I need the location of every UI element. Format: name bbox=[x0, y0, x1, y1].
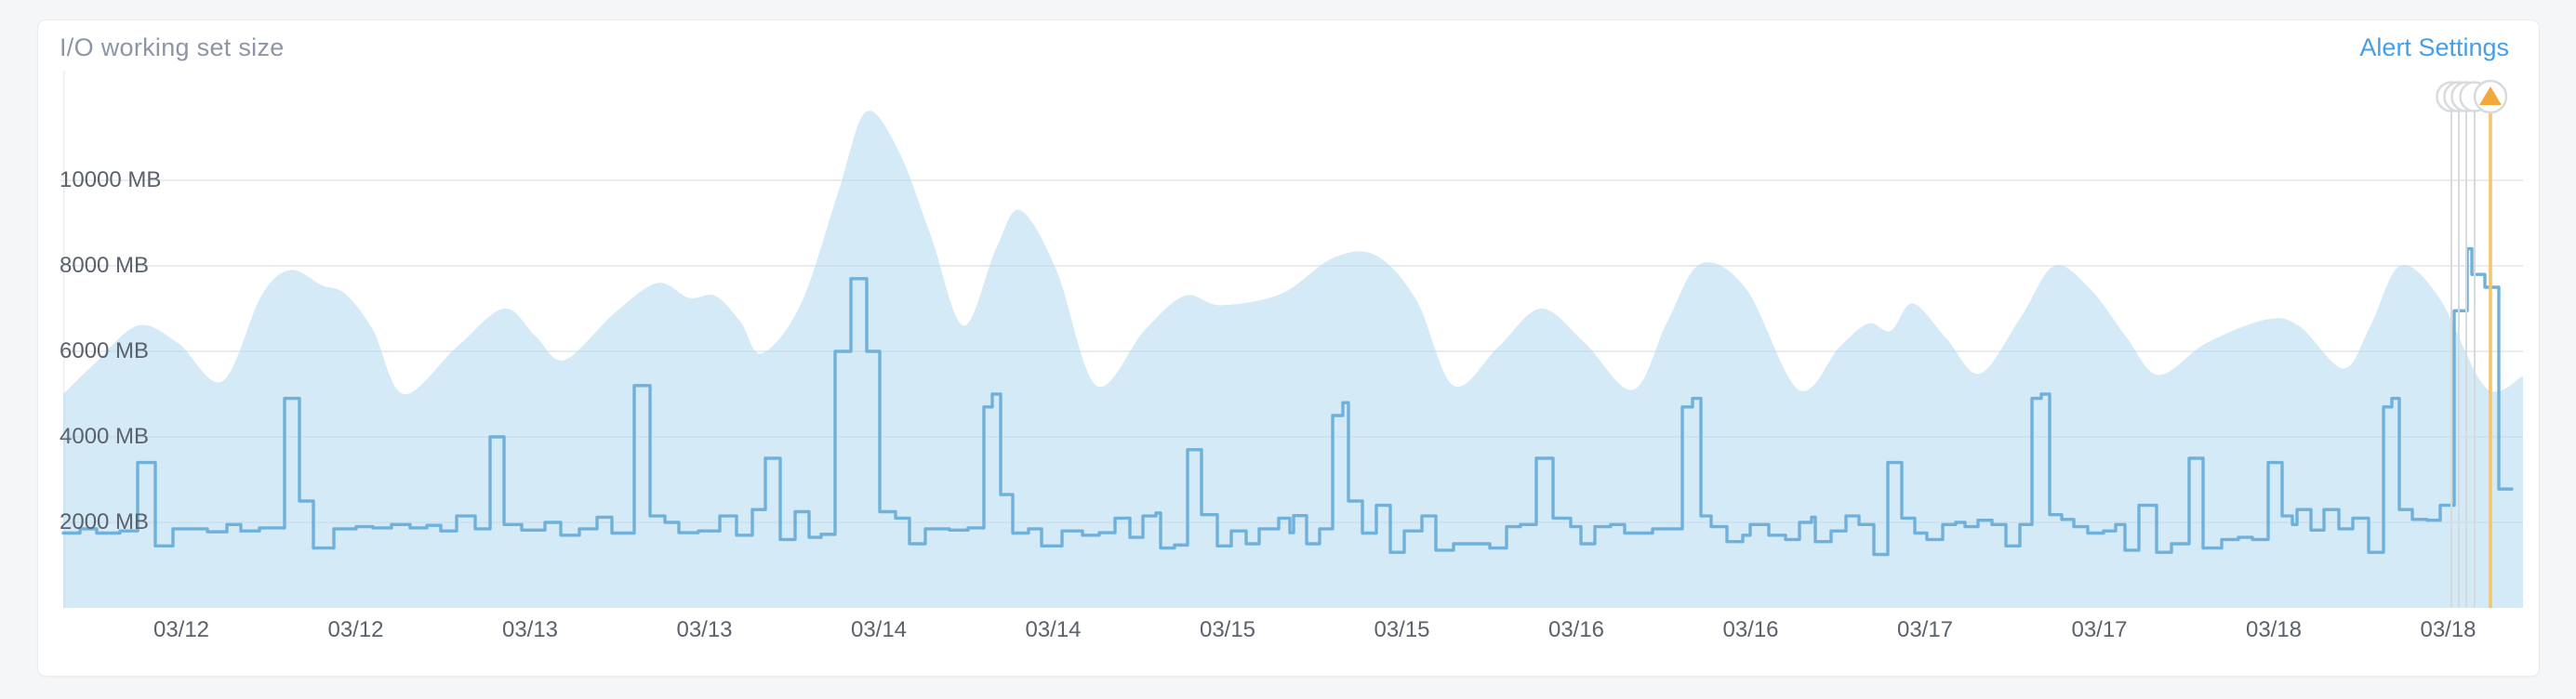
x-axis-label: 03/13 bbox=[676, 617, 733, 642]
alert-settings-link[interactable]: Alert Settings bbox=[2359, 33, 2509, 61]
x-axis-label: 03/14 bbox=[1025, 617, 1082, 642]
x-axis-label: 03/18 bbox=[2245, 617, 2303, 642]
x-axis-label: 03/15 bbox=[1374, 617, 1430, 642]
metric-card: I/O working set size Alert Settings 2000… bbox=[37, 20, 2540, 677]
x-axis-label: 03/12 bbox=[327, 617, 384, 642]
x-axis-label: 03/13 bbox=[501, 617, 559, 642]
x-axis-label: 03/14 bbox=[850, 617, 908, 642]
chart-title: I/O working set size bbox=[60, 33, 285, 61]
x-axis-label: 03/18 bbox=[2420, 617, 2476, 642]
step-line-series-working-set bbox=[61, 246, 2514, 557]
alert-triangle-icon[interactable] bbox=[2479, 86, 2502, 105]
y-axis-label: 10000 MB bbox=[60, 167, 162, 192]
area-series-working-set-trend bbox=[63, 111, 2523, 609]
y-axis-label: 2000 MB bbox=[60, 509, 150, 534]
x-axis-label: 03/17 bbox=[1896, 617, 1954, 642]
x-axis-label: 03/12 bbox=[153, 617, 210, 642]
x-axis-label: 03/16 bbox=[1722, 617, 1779, 642]
x-axis-label: 03/17 bbox=[2071, 617, 2128, 642]
chart-plot-area[interactable] bbox=[38, 20, 2541, 678]
y-axis-label: 6000 MB bbox=[60, 338, 150, 363]
x-axis-label: 03/16 bbox=[1547, 617, 1605, 642]
y-axis-label: 4000 MB bbox=[60, 424, 150, 449]
x-axis-label: 03/15 bbox=[1199, 617, 1256, 642]
y-axis-label: 8000 MB bbox=[60, 253, 150, 278]
